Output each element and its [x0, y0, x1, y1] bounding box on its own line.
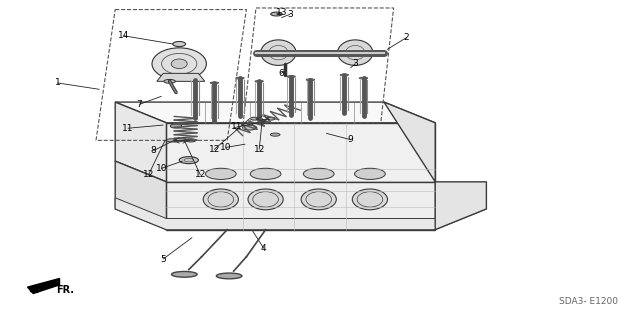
Text: 3: 3 — [287, 10, 292, 19]
Ellipse shape — [170, 124, 182, 128]
Ellipse shape — [306, 79, 315, 81]
Ellipse shape — [166, 139, 177, 142]
Ellipse shape — [205, 168, 236, 179]
Text: 1: 1 — [55, 78, 60, 87]
Ellipse shape — [287, 76, 296, 78]
Polygon shape — [166, 182, 435, 230]
Text: 4: 4 — [261, 244, 266, 253]
Text: 3: 3 — [353, 59, 358, 68]
Ellipse shape — [210, 82, 219, 84]
Ellipse shape — [261, 40, 296, 65]
Polygon shape — [384, 102, 486, 230]
Ellipse shape — [204, 189, 238, 210]
Ellipse shape — [248, 189, 283, 210]
Text: 12: 12 — [209, 145, 220, 154]
Text: 11: 11 — [231, 122, 243, 131]
Ellipse shape — [172, 271, 197, 277]
Text: 10: 10 — [156, 164, 167, 173]
Ellipse shape — [250, 168, 281, 179]
Text: 10: 10 — [220, 143, 232, 152]
Polygon shape — [115, 161, 166, 230]
Text: 14: 14 — [118, 31, 129, 40]
Text: FR.: FR. — [56, 285, 74, 294]
Polygon shape — [28, 278, 60, 293]
Polygon shape — [115, 102, 435, 123]
Ellipse shape — [164, 79, 175, 83]
Ellipse shape — [172, 59, 188, 69]
Ellipse shape — [186, 139, 196, 142]
Ellipse shape — [243, 125, 257, 130]
Ellipse shape — [255, 80, 264, 82]
Text: 2: 2 — [404, 33, 409, 42]
Ellipse shape — [152, 48, 207, 80]
Text: 8: 8 — [151, 146, 156, 155]
Ellipse shape — [236, 77, 244, 79]
Ellipse shape — [266, 117, 275, 120]
Ellipse shape — [338, 40, 373, 65]
Text: 6: 6 — [279, 69, 284, 78]
Ellipse shape — [191, 79, 200, 81]
Ellipse shape — [250, 117, 259, 120]
Polygon shape — [115, 102, 166, 182]
Polygon shape — [166, 123, 435, 182]
Ellipse shape — [173, 41, 186, 47]
Text: SDA3- E1200: SDA3- E1200 — [559, 297, 618, 306]
Ellipse shape — [352, 189, 388, 210]
Text: 12: 12 — [253, 145, 265, 154]
Polygon shape — [157, 73, 205, 81]
Text: 13: 13 — [276, 8, 287, 17]
Ellipse shape — [355, 168, 385, 179]
Ellipse shape — [301, 189, 337, 210]
Ellipse shape — [359, 77, 367, 79]
Polygon shape — [115, 198, 486, 230]
Ellipse shape — [270, 133, 280, 136]
Ellipse shape — [179, 157, 198, 164]
Ellipse shape — [303, 168, 334, 179]
Ellipse shape — [340, 74, 349, 76]
Ellipse shape — [271, 12, 282, 16]
Text: 7: 7 — [137, 100, 142, 109]
Text: 5: 5 — [161, 255, 166, 263]
Text: 11: 11 — [122, 124, 134, 133]
Text: 9: 9 — [348, 135, 353, 144]
Text: 12: 12 — [143, 170, 154, 179]
Ellipse shape — [216, 273, 242, 279]
Text: 12: 12 — [195, 170, 206, 179]
